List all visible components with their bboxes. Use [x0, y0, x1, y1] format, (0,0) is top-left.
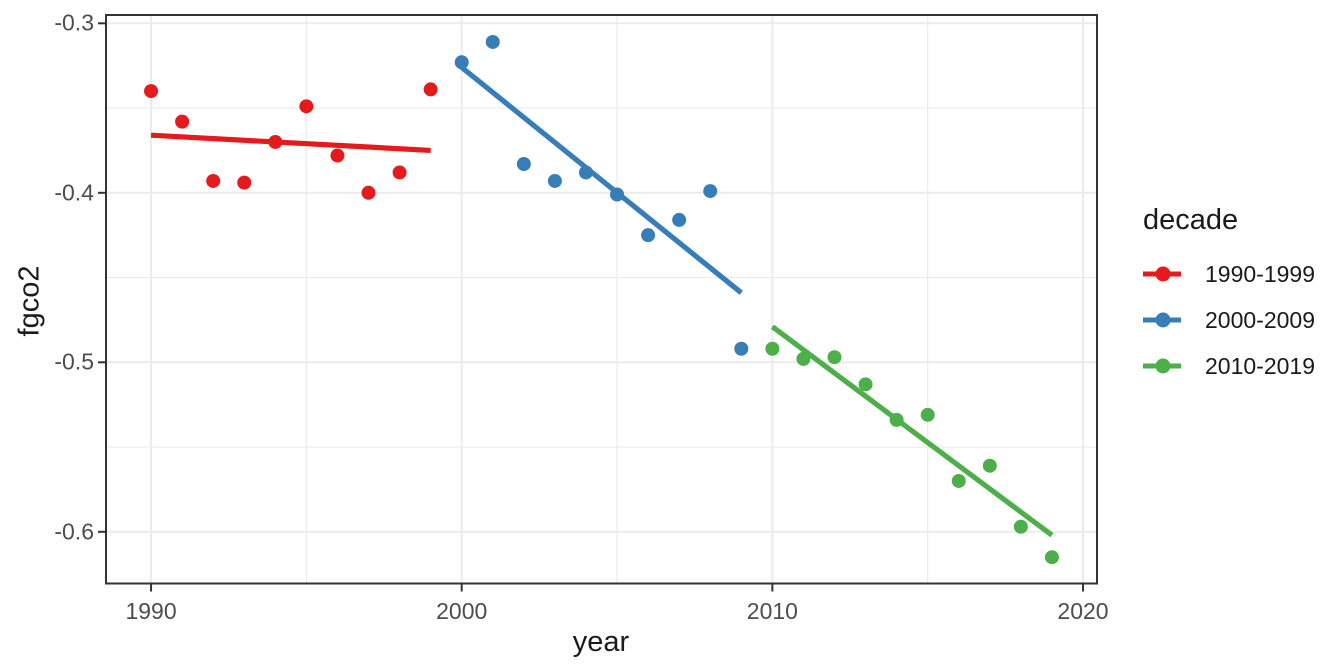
data-point-2000-2009	[516, 156, 531, 171]
data-point-2010-2019	[827, 350, 842, 365]
data-point-2010-2019	[982, 458, 997, 473]
legend-entry-2000-2009: 2000-2009	[1141, 297, 1315, 343]
x-axis-tick-label: 1990	[125, 598, 177, 624]
legend: decade 1990-1999 2000-2009 2010-2019	[1141, 206, 1315, 389]
x-axis-tick-label: 2020	[1057, 598, 1109, 624]
legend-key-dot	[1155, 266, 1171, 282]
data-point-1990-1999	[299, 99, 314, 114]
trend-line-2000-2009	[460, 65, 743, 295]
legend-key-dot	[1155, 358, 1171, 374]
data-point-2000-2009	[485, 34, 500, 49]
data-point-1990-1999	[237, 175, 252, 190]
data-point-1990-1999	[175, 114, 190, 129]
x-axis-title: year	[572, 626, 630, 658]
y-axis-tick-label: -0.5	[54, 348, 94, 375]
data-point-2000-2009	[734, 341, 749, 356]
data-point-2010-2019	[1044, 550, 1059, 565]
data-point-1990-1999	[423, 82, 438, 97]
legend-key-dot	[1155, 312, 1171, 328]
data-point-2000-2009	[672, 212, 687, 227]
y-axis-tick-label: -0.6	[54, 518, 94, 545]
data-point-2010-2019	[765, 341, 780, 356]
x-axis-tick-label: 2000	[436, 598, 488, 624]
x-axis-tick-label: 2010	[746, 598, 798, 624]
data-point-2010-2019	[1013, 519, 1028, 534]
legend-key-icon	[1141, 297, 1185, 343]
legend-label: 2010-2019	[1205, 352, 1315, 379]
legend-label: 1990-1999	[1205, 260, 1315, 287]
data-point-1990-1999	[392, 165, 407, 180]
data-point-2000-2009	[454, 55, 469, 70]
y-axis-tick-label: -0.4	[54, 179, 94, 206]
legend-entries: 1990-1999 2000-2009 2010-2019	[1141, 251, 1315, 389]
data-point-2010-2019	[920, 407, 935, 422]
legend-key-icon	[1141, 251, 1185, 297]
legend-label: 2000-2009	[1205, 306, 1315, 333]
data-point-1990-1999	[206, 173, 221, 188]
data-point-1990-1999	[330, 148, 345, 163]
legend-entry-1990-1999: 1990-1999	[1141, 251, 1315, 297]
plot-panel-border	[105, 14, 1098, 585]
y-axis-tick-label: -0.3	[54, 9, 94, 36]
data-point-1990-1999	[144, 84, 159, 99]
data-point-1990-1999	[361, 185, 376, 200]
data-point-2000-2009	[547, 173, 562, 188]
legend-key-icon	[1141, 343, 1185, 389]
data-point-2010-2019	[858, 377, 873, 392]
y-axis-title: fgco2	[13, 265, 46, 337]
trend-line-1990-1999	[150, 132, 431, 154]
data-point-2010-2019	[951, 473, 966, 488]
legend-title: decade	[1143, 204, 1239, 236]
legend-entry-2010-2019: 2010-2019	[1141, 343, 1315, 389]
data-point-2000-2009	[703, 184, 718, 199]
data-point-2000-2009	[641, 228, 656, 243]
trend-line-2010-2019	[770, 324, 1054, 538]
